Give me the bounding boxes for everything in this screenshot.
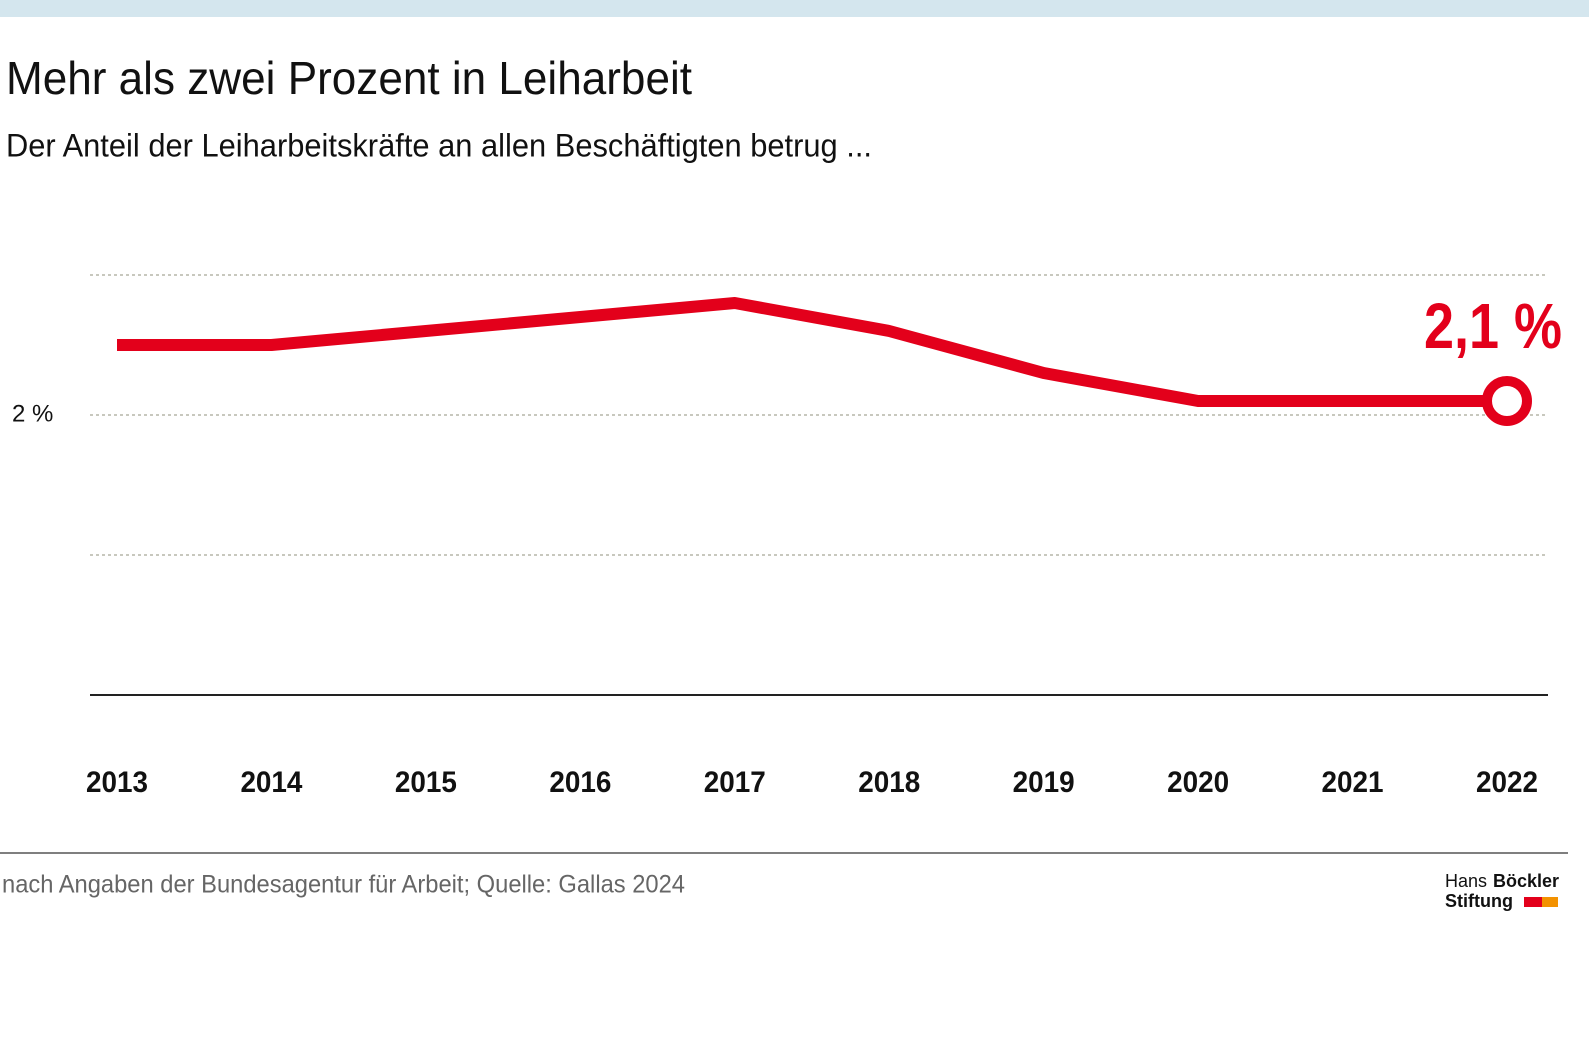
top-bar (0, 0, 1589, 17)
x-tick-label: 2015 (395, 766, 457, 799)
chart-subtitle: Der Anteil der Leiharbeitskräfte an alle… (6, 127, 872, 163)
logo-text: Böckler (1493, 871, 1559, 891)
x-tick-label: 2016 (549, 766, 611, 799)
chart-title: Mehr als zwei Prozent in Leiharbeit (6, 52, 692, 104)
x-tick-label: 2021 (1322, 766, 1384, 799)
logo-text: Hans (1445, 871, 1487, 891)
x-tick-label: 2014 (240, 766, 302, 799)
x-tick-label: 2013 (86, 766, 148, 799)
value-label: 2,1 % (1424, 290, 1562, 362)
x-tick-label: 2019 (1013, 766, 1075, 799)
source: nach Angaben der Bundesagentur für Arbei… (2, 871, 685, 899)
y-tick-label: 2 % (12, 400, 53, 427)
line (117, 297, 1507, 407)
logo-text: Stiftung (1445, 891, 1513, 911)
x-tick-label: 2018 (858, 766, 920, 799)
x-tick-label: 2022 (1476, 766, 1538, 799)
logo-mark (1542, 897, 1558, 907)
end-marker (1482, 376, 1532, 426)
x-tick-label: 2017 (704, 766, 766, 799)
x-tick-label: 2020 (1167, 766, 1229, 799)
logo-mark (1524, 897, 1542, 907)
